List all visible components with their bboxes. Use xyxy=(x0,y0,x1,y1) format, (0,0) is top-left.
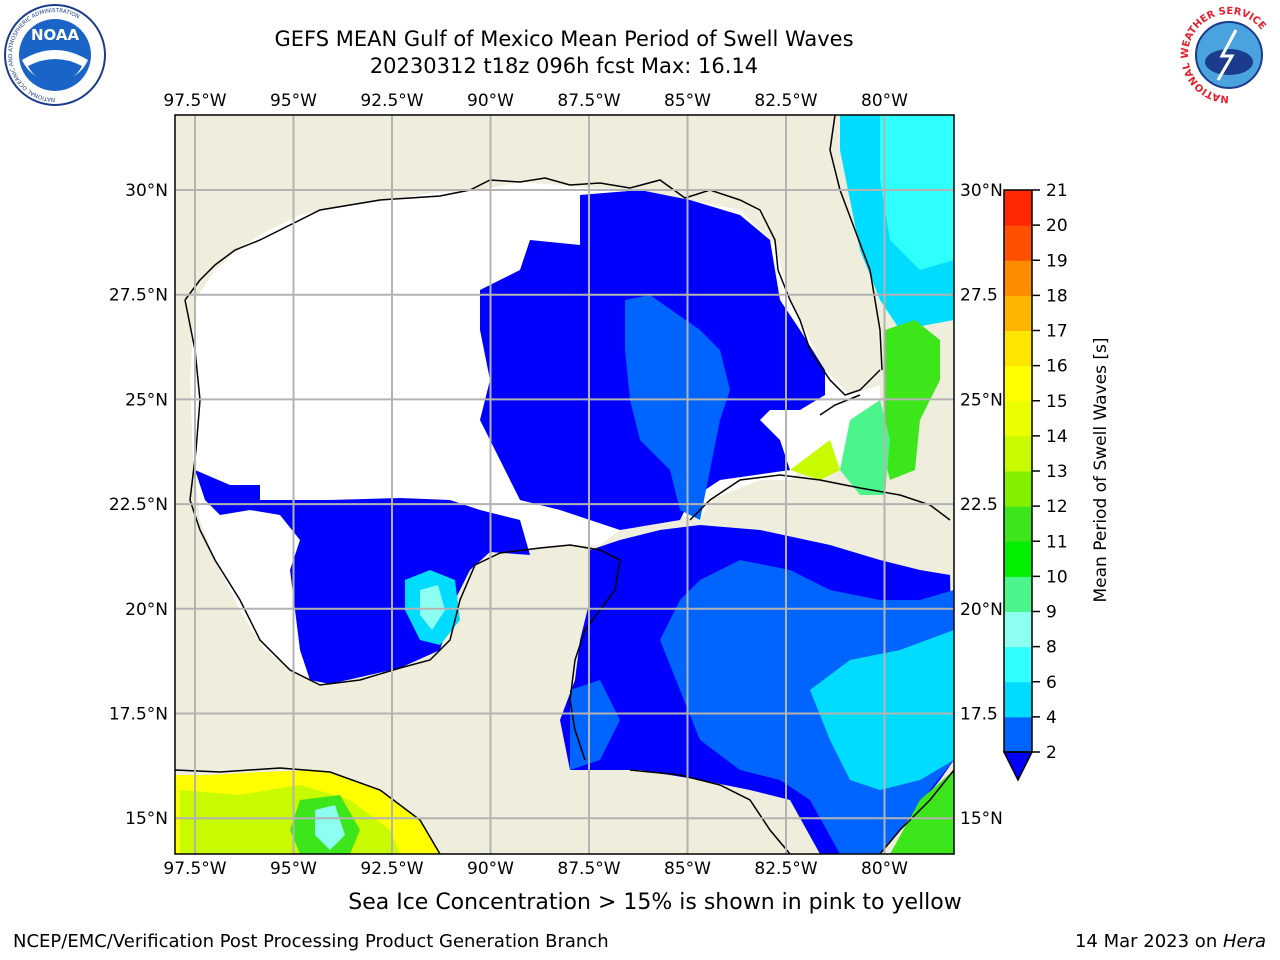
lon-label-bottom-7: 80°W xyxy=(861,859,908,879)
colorbar-tick-14: 19 xyxy=(1046,251,1068,271)
colorbar-swatch-12 xyxy=(1004,295,1032,331)
swell-2-4s-yucatan xyxy=(570,680,620,770)
field-layer xyxy=(175,115,954,854)
colorbar-tick-4: 9 xyxy=(1046,603,1057,623)
coastline-gulf xyxy=(184,177,951,761)
colorbar-tick-11: 16 xyxy=(1046,357,1068,377)
colorbar-tick-1: 4 xyxy=(1046,708,1057,728)
lat-labels-right: 30°N 27.5 25°N 22.5 20°N 17.5 15°N xyxy=(960,181,1003,829)
lon-label-bottom-0: 97.5°W xyxy=(163,859,226,879)
lat-label-left-1: 27.5°N xyxy=(109,286,168,306)
colorbar-tick-13: 18 xyxy=(1046,286,1068,306)
colorbar-tick-8: 13 xyxy=(1046,462,1068,482)
lon-label-bottom-4: 87.5°W xyxy=(557,859,620,879)
colorbar-swatch-6 xyxy=(1004,506,1032,542)
chart-subtitle: 20230312 t18z 096h fcst Max: 16.14 xyxy=(369,54,759,78)
colorbar-label: Mean Period of Swell Waves [s] xyxy=(1091,338,1111,603)
colorbar-swatch-8 xyxy=(1004,435,1032,472)
colorbar: 2 4 6 8 9 10 11 12 13 14 15 16 17 18 19 20 21 xyxy=(1002,181,1068,782)
lat-label-left-0: 30°N xyxy=(125,181,168,201)
colorbar-tick-2: 6 xyxy=(1046,673,1057,693)
colorbar-tick-15: 20 xyxy=(1046,216,1068,236)
colorbar-tick-6: 11 xyxy=(1046,532,1068,552)
colorbar-under-extend xyxy=(1002,751,1034,782)
lon-label-bottom-1: 95°W xyxy=(270,859,317,879)
lon-label-bottom-2: 92.5°W xyxy=(360,859,423,879)
footer-credit: NCEP/EMC/Verification Post Processing Pr… xyxy=(13,931,609,952)
lat-label-right-3: 22.5 xyxy=(960,495,998,515)
colorbar-tick-9: 14 xyxy=(1046,427,1068,447)
lat-label-right-0: 30°N xyxy=(960,181,1003,201)
colorbar-swatch-2 xyxy=(1004,646,1032,683)
colorbar-swatch-9 xyxy=(1004,400,1032,437)
lon-label-bottom-3: 90°W xyxy=(467,859,514,879)
swell-9-10s-atlantic xyxy=(840,400,890,495)
map-frame xyxy=(174,114,955,855)
lon-label-bottom-6: 82.5°W xyxy=(754,859,817,879)
lat-labels-left: 30°N 27.5°N 25°N 22.5°N 20°N 17.5°N 15°N xyxy=(109,181,168,829)
lon-label-top-1: 95°W xyxy=(270,91,317,111)
lat-label-left-3: 22.5°N xyxy=(109,495,168,515)
swell-6-8s-atlantic xyxy=(880,115,954,270)
colorbar-tick-0: 2 xyxy=(1046,743,1057,763)
lat-label-right-4: 20°N xyxy=(960,600,1003,620)
colorbar-swatch-11 xyxy=(1004,330,1032,367)
lat-label-right-1: 27.5 xyxy=(960,286,998,306)
colorbar-swatch-3 xyxy=(1004,611,1032,648)
colorbar-tick-5: 10 xyxy=(1046,567,1068,587)
swell-8-9s-campeche xyxy=(420,585,445,630)
coastline-central-america xyxy=(175,767,954,854)
lat-label-right-5: 17.5 xyxy=(960,705,998,725)
lon-label-top-2: 92.5°W xyxy=(360,91,423,111)
footer-date: 14 Mar 2023 on Hera xyxy=(1075,931,1266,952)
noaa-logo: NOAA NATIONAL OCEANIC AND ATMOSPHERIC AD… xyxy=(4,4,106,106)
chart-title: GEFS MEAN Gulf of Mexico Mean Period of … xyxy=(274,27,854,51)
colorbar-swatch-15 xyxy=(1004,190,1032,226)
colorbar-swatch-14 xyxy=(1004,225,1032,261)
lat-label-left-5: 17.5°N xyxy=(109,705,168,725)
nws-logo: NATIONAL WEATHER SERVICE xyxy=(1180,6,1277,104)
colorbar-swatch-10 xyxy=(1004,365,1032,402)
lon-label-top-7: 80°W xyxy=(861,91,908,111)
colorbar-swatch-5 xyxy=(1004,541,1032,577)
lon-label-top-4: 87.5°W xyxy=(557,91,620,111)
swell-13-14s-cuba-strait xyxy=(790,440,840,480)
lat-label-right-2: 25°N xyxy=(960,390,1003,410)
sea-ice-note: Sea Ice Concentration > 15% is shown in … xyxy=(348,890,962,915)
colorbar-tick-10: 15 xyxy=(1046,392,1068,412)
lon-labels-top: 97.5°W 95°W 92.5°W 90°W 87.5°W 85°W 82.5°W 80°W xyxy=(163,91,908,111)
colorbar-swatch-7 xyxy=(1004,471,1032,507)
lat-label-left-6: 15°N xyxy=(125,809,168,829)
swell-pacific-8s xyxy=(315,805,345,850)
footer-date-text: 14 Mar 2023 on xyxy=(1074,931,1223,952)
noaa-logo-text: NOAA xyxy=(31,26,80,44)
swell-2-4s-central xyxy=(625,295,730,520)
lon-label-top-0: 97.5°W xyxy=(163,91,226,111)
lon-label-bottom-5: 85°W xyxy=(664,859,711,879)
lon-label-top-6: 82.5°W xyxy=(754,91,817,111)
lat-label-right-6: 15°N xyxy=(960,809,1003,829)
lon-label-top-5: 85°W xyxy=(664,91,711,111)
colorbar-tick-16: 21 xyxy=(1046,181,1068,201)
colorbar-tick-7: 12 xyxy=(1046,497,1068,517)
gridlines xyxy=(175,115,954,854)
footer-machine: Hera xyxy=(1222,931,1266,952)
colorbar-swatch-4 xyxy=(1004,576,1032,612)
lon-labels-bottom: 97.5°W 95°W 92.5°W 90°W 87.5°W 85°W 82.5°W 80°W xyxy=(163,859,908,879)
lon-label-top-3: 90°W xyxy=(467,91,514,111)
colorbar-swatch-0 xyxy=(1004,716,1032,753)
swell-region-bay-of-campeche xyxy=(195,470,530,684)
swell-4-6s-caribbean xyxy=(810,630,954,790)
colorbar-tick-12: 17 xyxy=(1046,322,1068,342)
colorbar-swatch-1 xyxy=(1004,681,1032,718)
lat-label-left-2: 25°N xyxy=(125,390,168,410)
lat-label-left-4: 20°N xyxy=(125,600,168,620)
colorbar-swatch-13 xyxy=(1004,260,1032,296)
colorbar-tick-3: 8 xyxy=(1046,638,1057,658)
coastline-florida xyxy=(829,115,883,371)
